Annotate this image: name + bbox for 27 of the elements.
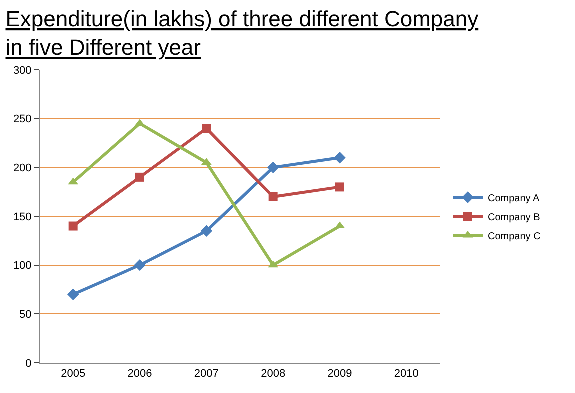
point: [202, 124, 212, 134]
x-tick-label: 2009: [328, 368, 352, 380]
legend-label: Company A: [488, 193, 540, 204]
y-tick-label: 0: [26, 358, 32, 370]
point: [136, 172, 144, 182]
point: [134, 259, 146, 272]
y-tick-label: 100: [13, 260, 32, 272]
point: [268, 192, 278, 202]
x-tick-label: 2007: [194, 368, 219, 380]
point: [334, 152, 346, 164]
y-tick-label: 150: [13, 211, 32, 224]
legend-label: Company C: [488, 231, 541, 242]
y-tick-label: 300: [13, 64, 32, 77]
x-tick-label: 2005: [61, 368, 86, 380]
x-tick-label: 2008: [261, 368, 286, 380]
point: [68, 222, 78, 231]
y-tick-label: 200: [13, 162, 32, 175]
x-tick-label: 2006: [128, 368, 152, 380]
x-tick-label: 2010: [394, 368, 419, 380]
point: [336, 182, 344, 192]
point: [267, 162, 280, 174]
point: [200, 225, 213, 237]
point: [67, 288, 80, 300]
y-tick-label: 50: [20, 309, 32, 322]
chart-title: Expenditure(in lakhs) of three different Company in five Different year: [6, 6, 479, 60]
legend-label: Company B: [488, 212, 541, 224]
y-tick-label: 250: [13, 114, 32, 126]
